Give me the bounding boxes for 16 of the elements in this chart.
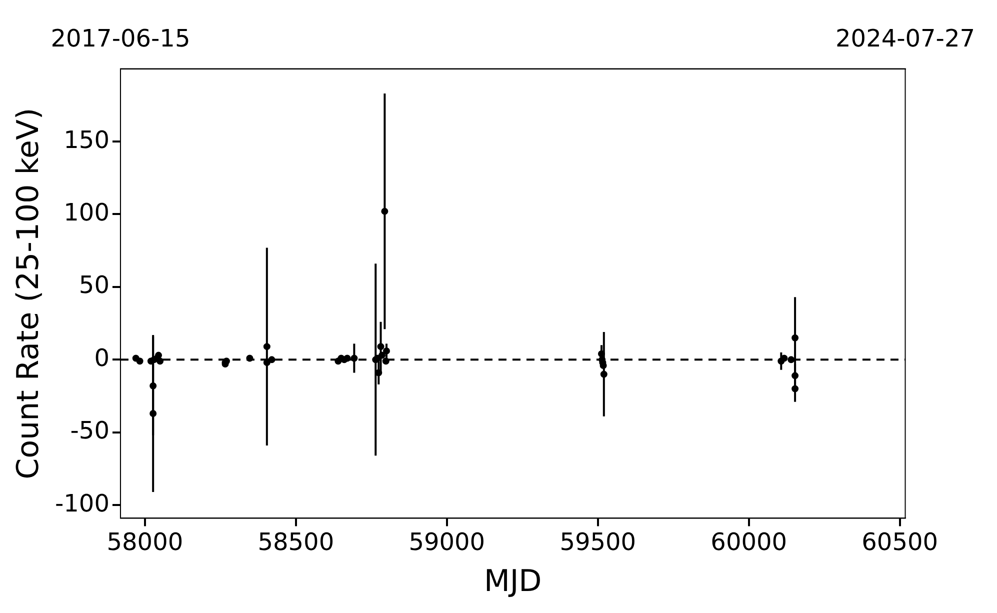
y-tick-label: -100 — [55, 489, 110, 518]
x-axis-title: MJD — [484, 564, 542, 599]
x-tick-label: 58000 — [106, 528, 184, 556]
x2-tick-label: 2017-06-15 — [50, 24, 190, 53]
y-tick-label: -50 — [70, 416, 110, 445]
x-tick-label: 58500 — [258, 528, 334, 556]
x-tick-label: 60000 — [710, 528, 788, 556]
y-tick-label: 100 — [64, 198, 110, 226]
x-tick-label: 59000 — [408, 528, 486, 556]
x2-tick-label: 2024-07-27 — [836, 24, 976, 53]
y-tick-label: 50 — [78, 271, 110, 300]
x-tick-label: 60500 — [862, 528, 938, 556]
y-tick-label: 0 — [94, 344, 110, 372]
y-tick-label: 150 — [64, 126, 110, 154]
x-tick-label: 59500 — [560, 528, 636, 556]
y-axis-title: Count Rate (25-100 keV) — [10, 108, 46, 480]
